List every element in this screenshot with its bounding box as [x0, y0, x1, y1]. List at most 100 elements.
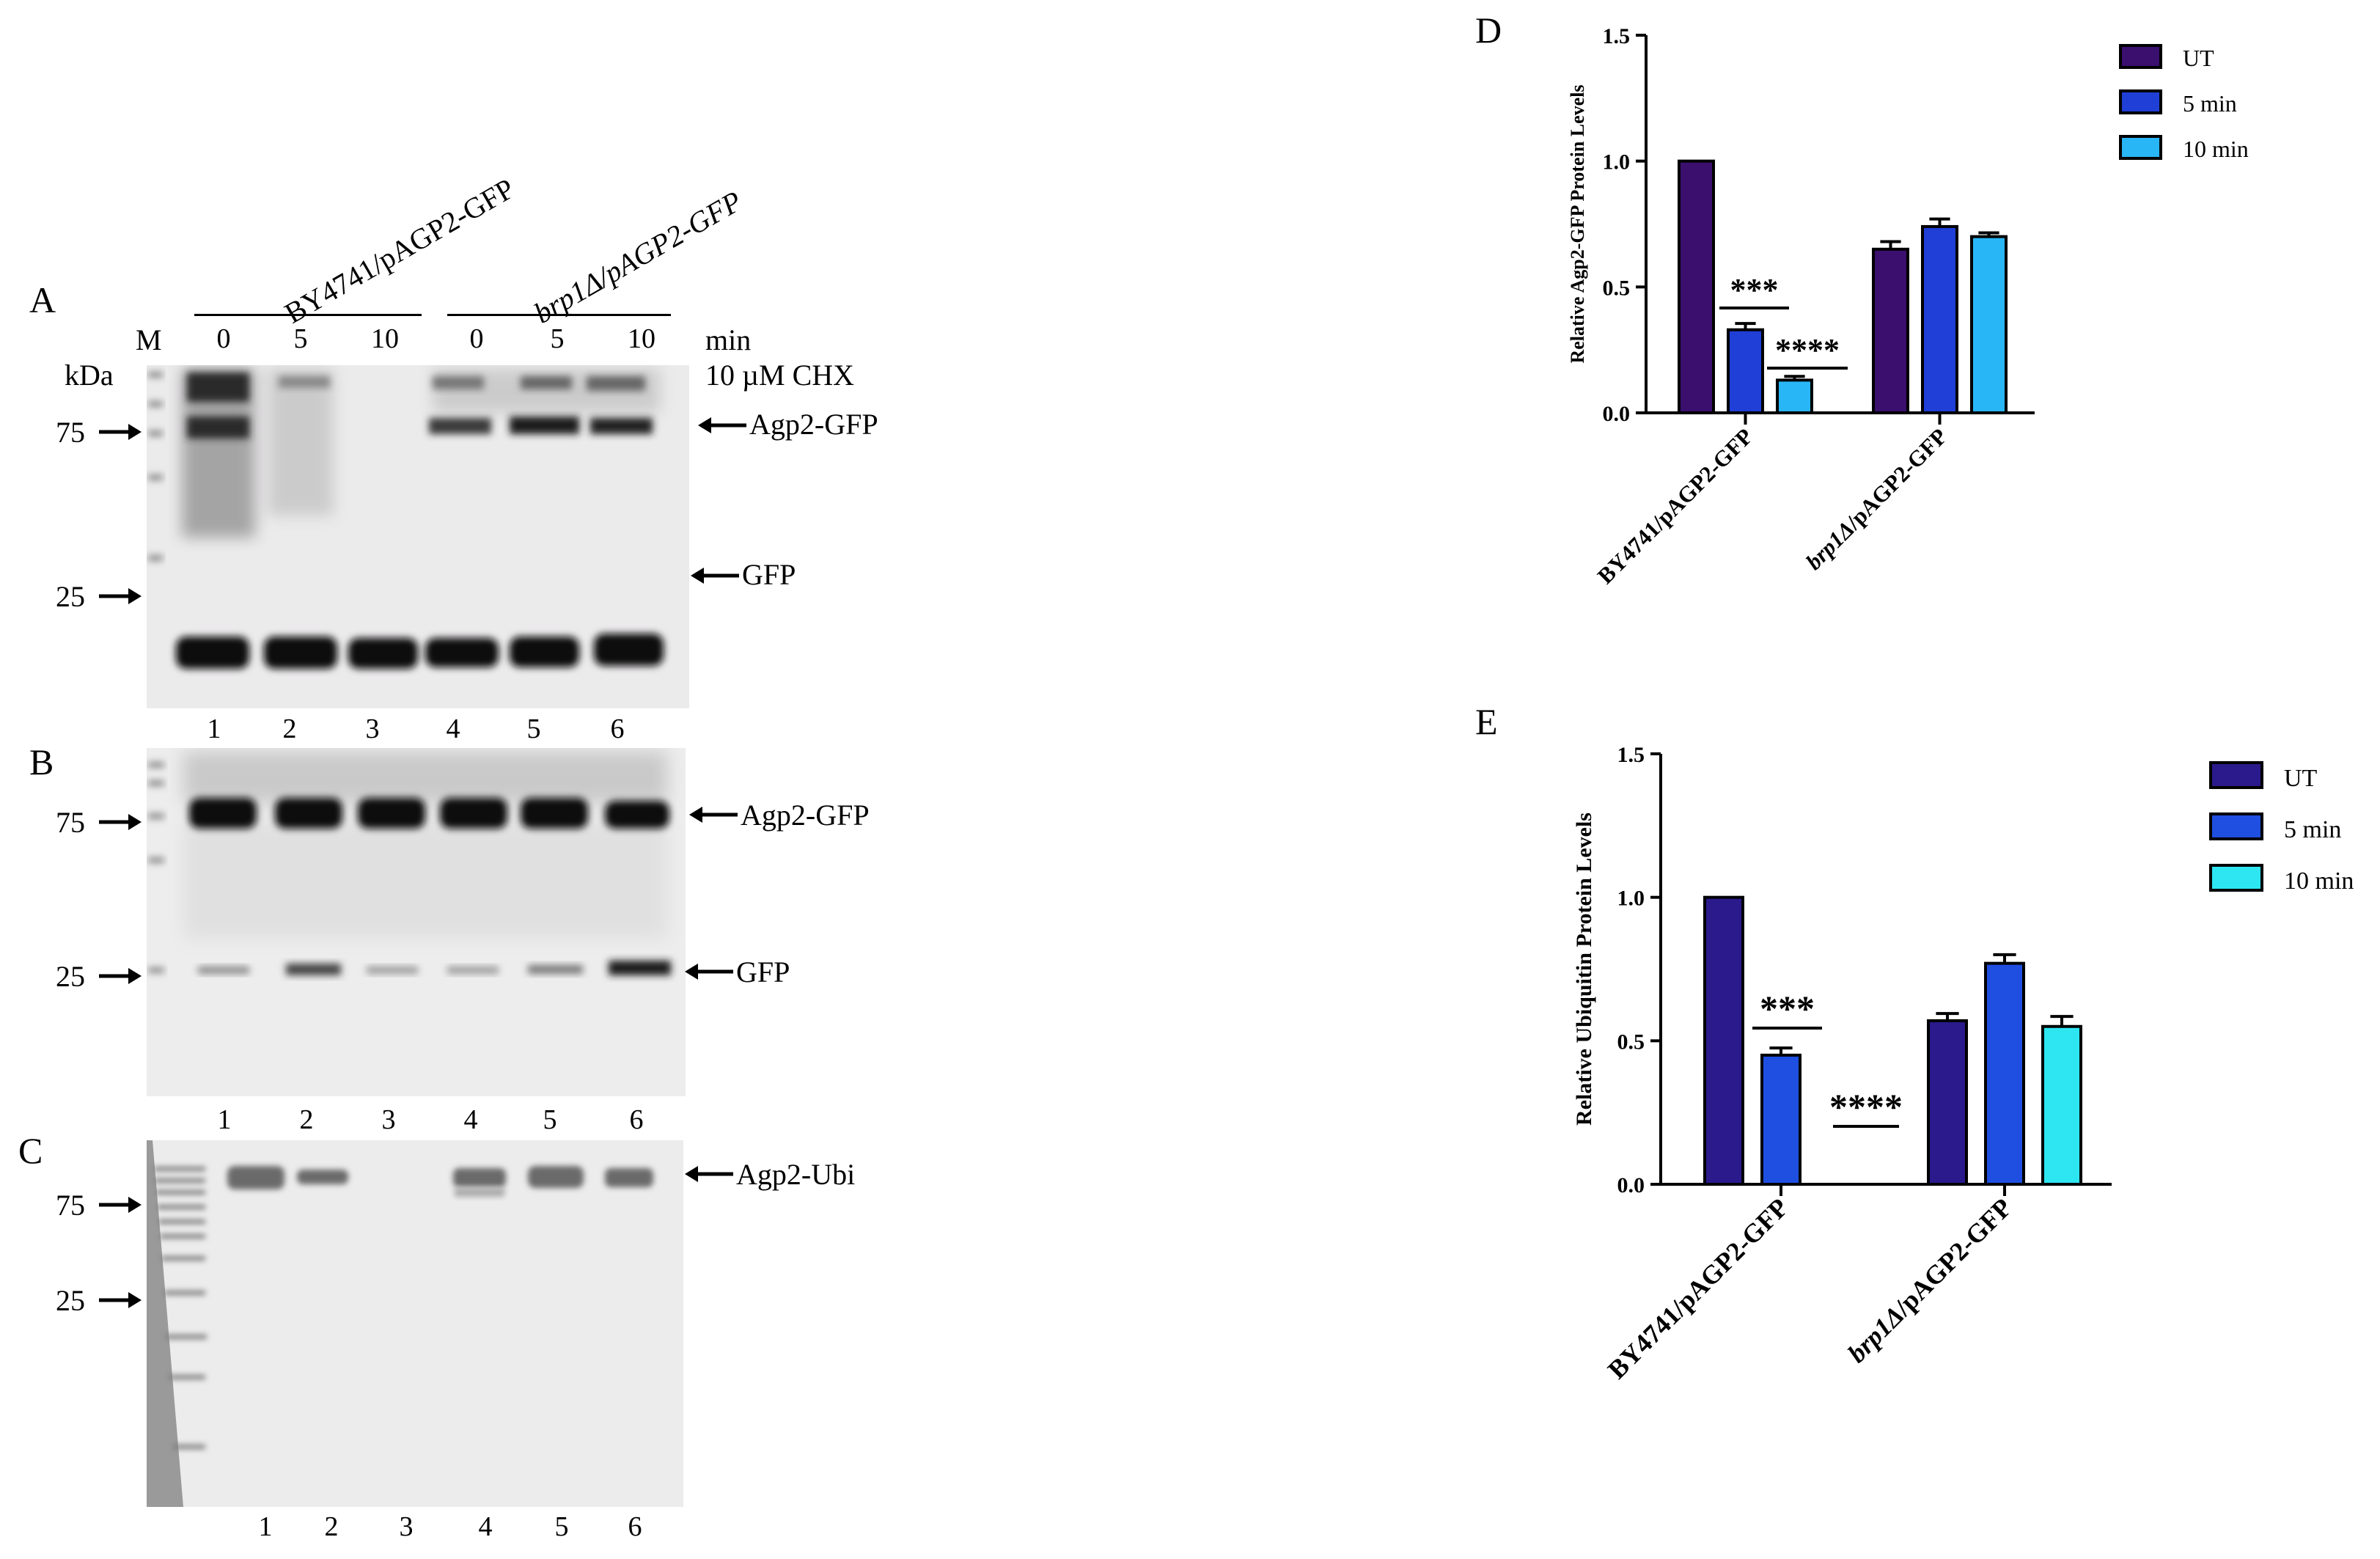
lane-number: 1	[207, 714, 221, 744]
bar	[1678, 159, 1715, 415]
y-tick-label: 1.5	[1617, 743, 1645, 767]
right-arrow-icon	[99, 968, 142, 984]
lane-number: 1	[217, 1104, 232, 1135]
legend-label: 5 min	[2183, 90, 2237, 117]
strain-underline-brp1	[447, 314, 671, 316]
y-tick-label: 0.5	[1617, 1030, 1645, 1054]
y-tick-label: 0.5	[1603, 276, 1631, 300]
x-tick-label: brp1Δ/pAGP2-GFP	[1842, 1192, 2017, 1368]
y-tick-label: 1.0	[1617, 887, 1645, 911]
marker-25-label: 25	[56, 960, 85, 993]
legend-label: UT	[2183, 45, 2214, 71]
left-arrow-icon	[689, 807, 738, 823]
significance-label: ****	[1775, 332, 1840, 368]
bar	[1760, 1053, 1801, 1186]
band-label-gfp: GFP	[742, 558, 796, 591]
lane-number: 3	[365, 714, 380, 744]
lane-number: 3	[399, 1511, 414, 1542]
band-label-agp2-gfp: Agp2-GFP	[749, 408, 878, 441]
western-blot-b	[147, 748, 686, 1096]
time-label: 10	[628, 323, 655, 354]
lane-number: 6	[628, 1511, 642, 1542]
y-tick-label: 0.0	[1617, 1173, 1645, 1197]
band-label-agp2-ubi: Agp2-Ubi	[736, 1158, 856, 1191]
x-tick-label: brp1Δ/pAGP2-GFP	[1801, 423, 1953, 575]
legend-swatch	[2119, 135, 2162, 160]
y-tick-label: 0.0	[1603, 402, 1631, 426]
western-blot-a	[147, 365, 689, 708]
bar	[1927, 1019, 1968, 1186]
strain-label-wt: BY4741/pAGP2-GFP	[279, 172, 521, 330]
marker-75-label: 75	[56, 416, 85, 449]
left-arrow-icon	[691, 568, 739, 584]
marker-25-label: 25	[56, 580, 85, 613]
lane-number: 6	[629, 1104, 644, 1135]
kda-label: kDa	[65, 359, 114, 392]
panel-label-b: B	[29, 741, 54, 782]
significance-label: ***	[1730, 272, 1779, 308]
treatment-label: 10 µM CHX	[705, 359, 855, 392]
legend-swatch	[2209, 864, 2263, 892]
left-arrow-icon	[685, 1166, 733, 1182]
x-tick-label: BY4741/pAGP2-GFP	[1593, 423, 1758, 589]
right-arrow-icon	[99, 814, 142, 830]
strain-label-brp1: brp1Δ/pAGP2-GFP	[528, 184, 748, 330]
left-arrow-icon	[685, 964, 733, 980]
bar-chart-d: 0.0 0.5 1.0 1.5 Relative Agp2-GFP Protein Le…	[1567, 24, 2249, 589]
lane-number: 5	[526, 714, 541, 744]
bar	[2041, 1024, 2082, 1186]
lane-number: 1	[258, 1511, 273, 1542]
bar	[1872, 247, 1909, 415]
marker-25-label: 25	[56, 1284, 85, 1317]
right-arrow-icon	[99, 1292, 142, 1308]
band-label-agp2-gfp: Agp2-GFP	[741, 799, 870, 832]
significance-label: ***	[1760, 988, 1815, 1029]
legend-swatch	[2209, 812, 2263, 840]
band-label-gfp: GFP	[736, 955, 790, 988]
western-blot-c	[147, 1140, 683, 1507]
bar	[1921, 224, 1958, 414]
legend-label: 10 min	[2183, 136, 2249, 162]
y-axis-label: Relative Ubiquitin Protein Levels	[1572, 812, 1596, 1126]
bar	[1776, 378, 1813, 414]
legend-label: 10 min	[2284, 867, 2354, 895]
time-label: 10	[371, 323, 399, 354]
time-label: 5	[550, 323, 565, 354]
lane-number: 6	[610, 714, 625, 744]
bar	[1970, 235, 2008, 414]
bar	[1984, 961, 2025, 1186]
right-arrow-icon	[99, 424, 142, 440]
strain-underline-wt	[194, 314, 422, 316]
legend-label: 5 min	[2284, 816, 2341, 843]
legend-swatch	[2209, 761, 2263, 789]
time-unit-label: min	[705, 323, 752, 356]
time-label: 0	[216, 323, 231, 354]
marker-75-label: 75	[56, 806, 85, 839]
panel-label-a: A	[29, 279, 56, 320]
lane-number: 2	[282, 714, 297, 744]
right-arrow-icon	[99, 588, 142, 604]
legend-label: UT	[2284, 765, 2318, 792]
lane-number: 4	[478, 1511, 493, 1542]
y-axis-label: Relative Agp2-GFP Protein Levels	[1567, 84, 1588, 363]
bar-chart-e: 0.0 0.5 1.0 1.5 Relative Ubiquitin Protein L…	[1572, 743, 2354, 1384]
bar	[1727, 328, 1764, 415]
left-arrow-icon	[698, 417, 746, 433]
time-label: 5	[293, 323, 308, 354]
marker-lane-label: M	[136, 323, 162, 356]
lane-number: 5	[554, 1511, 569, 1542]
right-arrow-icon	[99, 1197, 142, 1213]
x-tick-label: BY4741/pAGP2-GFP	[1602, 1192, 1794, 1384]
legend-swatch	[2119, 44, 2162, 69]
lane-number: 2	[324, 1511, 339, 1542]
lane-number: 5	[543, 1104, 557, 1135]
panel-label-c: C	[18, 1130, 43, 1171]
lane-number: 4	[463, 1104, 478, 1135]
time-label: 0	[469, 323, 484, 354]
y-tick-label: 1.0	[1603, 150, 1631, 175]
bar	[1703, 895, 1744, 1186]
lane-number: 4	[446, 714, 460, 744]
panel-label-e: E	[1475, 701, 1498, 742]
significance-label: ****	[1829, 1086, 1903, 1127]
panel-label-d: D	[1475, 10, 1502, 51]
